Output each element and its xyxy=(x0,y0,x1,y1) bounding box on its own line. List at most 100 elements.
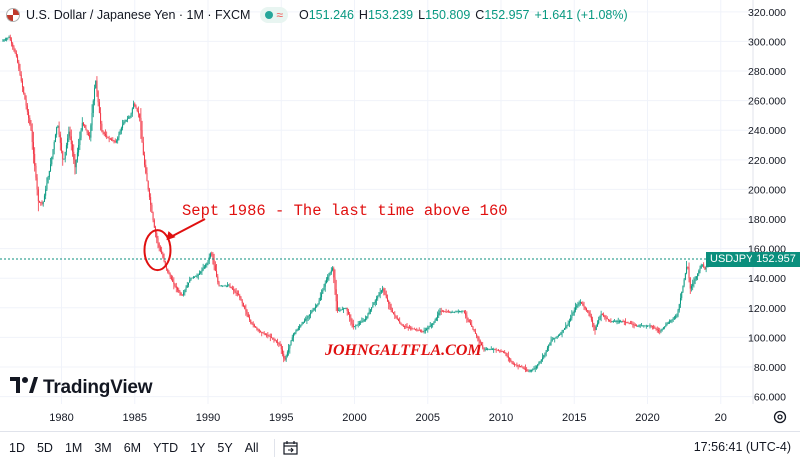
candle-body xyxy=(288,348,290,353)
candle-body xyxy=(179,291,181,294)
candle-body xyxy=(604,315,606,318)
candle-body xyxy=(220,285,222,287)
candle-body xyxy=(667,322,669,324)
candle-body xyxy=(269,336,271,338)
candle-body xyxy=(540,359,542,362)
candle-body xyxy=(244,305,246,309)
candle-body xyxy=(206,263,208,266)
candle-body xyxy=(435,317,437,321)
candle-body xyxy=(292,334,294,338)
candle-body xyxy=(495,349,497,351)
candle-body xyxy=(467,317,469,321)
candle-body xyxy=(189,280,191,283)
status-pill[interactable]: ≈ xyxy=(260,7,288,23)
candle-body xyxy=(592,319,594,324)
candlestick-series xyxy=(2,34,711,373)
y-tick-label: 60.000 xyxy=(754,392,786,404)
range-6m-button[interactable]: 6M xyxy=(123,441,142,455)
range-5d-button[interactable]: 5D xyxy=(36,441,53,455)
candle-body xyxy=(286,352,288,356)
candle-body xyxy=(688,267,690,279)
candle-body xyxy=(136,108,138,111)
candle-body xyxy=(186,285,188,288)
candle-body xyxy=(644,325,646,327)
candle-body xyxy=(316,305,318,307)
utc-clock[interactable]: 17:56:41 (UTC-4) xyxy=(693,440,791,454)
x-tick-label: 1985 xyxy=(123,412,147,424)
candle-body xyxy=(8,36,10,38)
y-tick-label: 240.000 xyxy=(748,125,786,137)
bottom-toolbar: 1D 5D 1M 3M 6M YTD 1Y 5Y All 17:56:41 (U… xyxy=(0,431,800,464)
candle-body xyxy=(305,319,307,321)
candle-body xyxy=(280,344,282,350)
candle-body xyxy=(561,331,563,334)
candle-body xyxy=(632,324,634,325)
range-all-button[interactable]: All xyxy=(244,441,259,455)
candle-body xyxy=(440,310,442,312)
candle-body xyxy=(578,303,580,305)
candle-body xyxy=(489,349,491,351)
candle-body xyxy=(146,172,148,182)
candle-body xyxy=(48,170,50,178)
candle-body xyxy=(180,293,182,295)
candle-body xyxy=(192,277,194,278)
range-5y-button[interactable]: 5Y xyxy=(217,441,233,455)
candle-body xyxy=(29,117,31,125)
candle-body xyxy=(219,285,221,287)
candle-body xyxy=(524,368,526,370)
candle-body xyxy=(327,276,329,280)
candle-body xyxy=(689,278,691,289)
range-1d-button[interactable]: 1D xyxy=(9,441,25,455)
tradingview-branding[interactable]: TradingView xyxy=(10,376,153,399)
candle-body xyxy=(158,243,160,248)
candle-body xyxy=(694,278,696,282)
y-tick-label: 280.000 xyxy=(748,66,786,78)
gear-icon[interactable] xyxy=(772,409,788,425)
calendar-goto-icon[interactable] xyxy=(282,441,299,455)
candle-body xyxy=(500,350,502,352)
range-3m-button[interactable]: 3M xyxy=(94,441,112,455)
candle-body xyxy=(450,312,452,313)
candle-body xyxy=(267,335,269,336)
candle-body xyxy=(671,319,673,321)
candle-body xyxy=(411,328,413,329)
candle-body xyxy=(529,370,531,372)
candle-body xyxy=(172,279,174,282)
candle-body xyxy=(698,270,700,274)
candle-body xyxy=(593,323,595,327)
x-axis-ticks: 1980 1985 1990 1995 2000 2005 2010 2015 2020 20 xyxy=(49,412,727,424)
candle-body xyxy=(488,349,490,351)
candle-body xyxy=(40,202,42,203)
candle-body xyxy=(677,310,679,316)
y-tick-label: 140.000 xyxy=(748,273,786,285)
range-1y-button[interactable]: 1Y xyxy=(190,441,206,455)
candle-body xyxy=(222,285,224,287)
candle-body xyxy=(499,350,501,352)
candle-body xyxy=(173,281,175,285)
candle-body xyxy=(52,149,54,157)
candle-body xyxy=(501,351,503,353)
candle-body xyxy=(485,349,487,351)
candle-body xyxy=(156,232,158,239)
candle-body xyxy=(2,40,4,42)
candle-body xyxy=(118,134,120,138)
symbol-legend[interactable]: U.S. Dollar / Japanese Yen · 1M · FXCM ≈… xyxy=(6,4,628,26)
candle-body xyxy=(153,220,155,228)
range-ytd-button[interactable]: YTD xyxy=(153,441,179,455)
candle-body xyxy=(400,322,402,325)
candle-body xyxy=(20,74,22,81)
candle-body xyxy=(216,270,218,277)
candle-body xyxy=(504,351,506,353)
range-1m-button[interactable]: 1M xyxy=(64,441,83,455)
candle-body xyxy=(660,330,662,332)
x-tick-label: 20 xyxy=(715,412,727,424)
candle-body xyxy=(285,355,287,360)
candle-body xyxy=(697,273,699,277)
candle-body xyxy=(588,311,590,314)
candle-body xyxy=(675,316,677,318)
candle-body xyxy=(366,316,368,319)
candle-body xyxy=(301,323,303,326)
candle-body xyxy=(295,331,297,333)
